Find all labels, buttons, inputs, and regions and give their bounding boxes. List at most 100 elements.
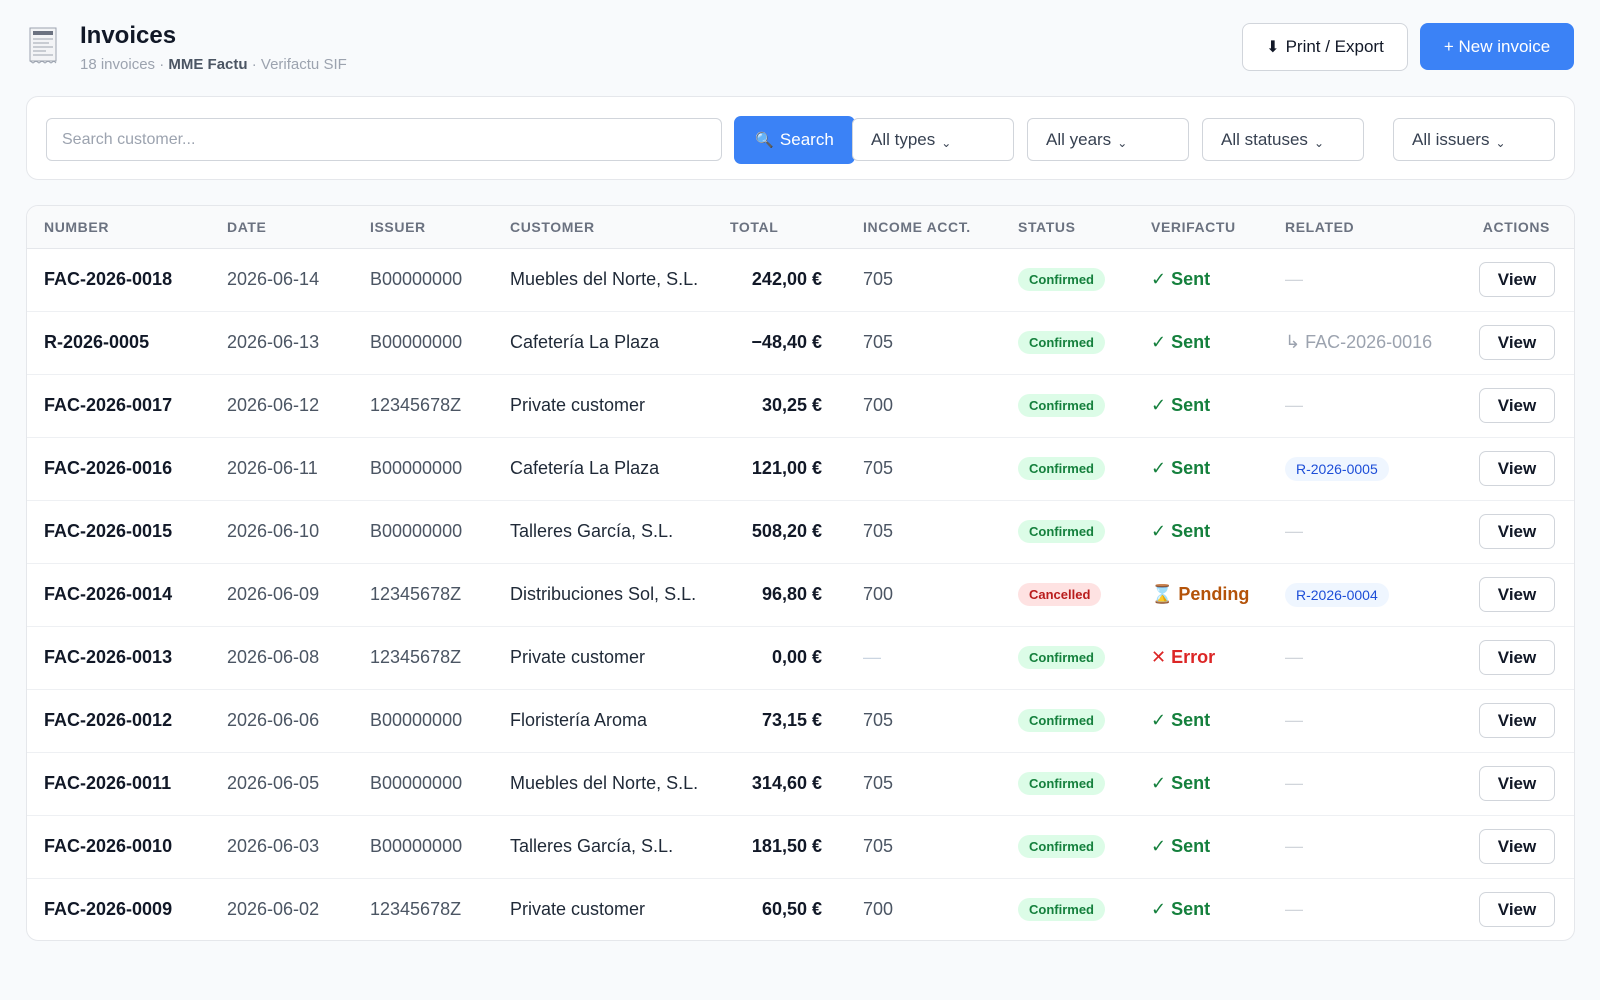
column-header-related[interactable]: RELATED xyxy=(1268,206,1445,249)
column-header-number[interactable]: NUMBER xyxy=(27,206,210,249)
verifactu-cell: ✓ Sent xyxy=(1134,248,1268,312)
verifactu-cell: ✓ Sent xyxy=(1134,815,1268,879)
chevron-down-icon: ⌄ xyxy=(941,135,952,150)
income-account: 700 xyxy=(863,899,894,920)
invoice-number: FAC-2026-0011 xyxy=(27,752,210,816)
invoice-total: 314,60 € xyxy=(724,752,846,816)
table-row[interactable]: FAC-2026-0018 2026-06-14 B00000000 Muebles … xyxy=(27,248,1574,312)
invoice-number: FAC-2026-0013 xyxy=(27,626,210,690)
table-row[interactable]: FAC-2026-0016 2026-06-11 B00000000 Cafeterí… xyxy=(27,437,1574,501)
verifactu-cell: ✓ Sent xyxy=(1134,374,1268,438)
status-badge: Confirmed xyxy=(1018,520,1105,543)
view-invoice-button[interactable]: View xyxy=(1479,451,1555,486)
invoice-total: 181,50 € xyxy=(724,815,846,879)
actions-cell: View xyxy=(1445,626,1574,690)
related-invoice-link[interactable]: ↳ FAC-2026-0016 xyxy=(1285,332,1433,352)
column-header-total[interactable]: TOTAL xyxy=(724,206,846,249)
related-invoice-badge[interactable]: R-2026-0004 xyxy=(1285,582,1389,607)
print-export-button[interactable]: ⬇ Print / Export xyxy=(1242,23,1408,71)
table-row[interactable]: FAC-2026-0015 2026-06-10 B00000000 Talleres… xyxy=(27,500,1574,564)
table-row[interactable]: FAC-2026-0014 2026-06-09 12345678Z Distribu… xyxy=(27,563,1574,627)
invoice-number: FAC-2026-0016 xyxy=(27,437,210,501)
type-filter-select[interactable]: All types ⌄ xyxy=(852,118,1014,161)
view-invoice-button[interactable]: View xyxy=(1479,703,1555,738)
table-row[interactable]: FAC-2026-0010 2026-06-03 B00000000 Talleres… xyxy=(27,815,1574,879)
invoice-date: 2026-06-10 xyxy=(210,500,353,564)
search-customer-input[interactable] xyxy=(46,118,722,161)
invoice-date: 2026-06-09 xyxy=(210,563,353,627)
table-row[interactable]: FAC-2026-0017 2026-06-12 12345678Z Private … xyxy=(27,374,1574,438)
invoice-customer: Private customer xyxy=(493,626,724,690)
year-filter-value: All years xyxy=(1046,129,1112,149)
invoice-number: FAC-2026-0012 xyxy=(27,689,210,753)
status-badge: Confirmed xyxy=(1018,331,1105,354)
view-invoice-button[interactable]: View xyxy=(1479,640,1555,675)
column-header-issuer[interactable]: ISSUER xyxy=(353,206,493,249)
invoice-issuer: 12345678Z xyxy=(353,563,493,627)
table-row[interactable]: FAC-2026-0009 2026-06-02 12345678Z Private … xyxy=(27,878,1574,940)
invoice-number: FAC-2026-0017 xyxy=(27,374,210,438)
magnifier-icon: 🔍 xyxy=(755,132,774,149)
column-header-status[interactable]: STATUS xyxy=(1001,206,1134,249)
actions-cell: View xyxy=(1445,563,1574,627)
status-filter-select[interactable]: All statuses ⌄ xyxy=(1202,118,1364,161)
invoice-total: 60,50 € xyxy=(761,899,822,920)
invoice-customer: Private customer xyxy=(493,374,724,438)
new-invoice-button[interactable]: + New invoice xyxy=(1420,23,1574,70)
invoice-customer: Cafetería La Plaza xyxy=(493,311,724,375)
related-invoice-badge[interactable]: R-2026-0005 xyxy=(1285,456,1389,481)
table-row[interactable]: FAC-2026-0012 2026-06-06 B00000000 Floriste… xyxy=(27,689,1574,753)
invoice-issuer: B00000000 xyxy=(353,752,493,816)
status-badge: Confirmed xyxy=(1018,772,1105,795)
view-invoice-button[interactable]: View xyxy=(1479,892,1555,928)
related-cell: R-2026-0004 xyxy=(1268,563,1445,627)
page-title: Invoices xyxy=(80,22,177,49)
status-badge: Confirmed xyxy=(1018,709,1105,732)
view-invoice-button[interactable]: View xyxy=(1479,325,1555,360)
invoice-total: 508,20 € xyxy=(724,500,846,564)
invoice-date: 2026-06-02 xyxy=(227,899,320,920)
table-row[interactable]: FAC-2026-0013 2026-06-08 12345678Z Private … xyxy=(27,626,1574,690)
column-header-verifactu[interactable]: VERIFACTU xyxy=(1134,206,1268,249)
related-cell: — xyxy=(1268,500,1445,564)
view-invoice-button[interactable]: View xyxy=(1479,388,1555,423)
verifactu-cell: ⌛ Pending xyxy=(1134,563,1268,627)
status-cell: Confirmed xyxy=(1001,815,1134,879)
chevron-down-icon: ⌄ xyxy=(1117,135,1128,150)
column-header-customer[interactable]: CUSTOMER xyxy=(493,206,724,249)
related-empty: — xyxy=(1285,647,1303,667)
verifactu-status: ✓ Sent xyxy=(1151,332,1211,352)
invoice-total: 96,80 € xyxy=(724,563,846,627)
search-button[interactable]: 🔍 Search xyxy=(734,116,855,164)
invoice-date: 2026-06-13 xyxy=(210,311,353,375)
related-cell: — xyxy=(1268,626,1445,690)
receipt-icon xyxy=(29,27,57,64)
table-row[interactable]: FAC-2026-0011 2026-06-05 B00000000 Muebles … xyxy=(27,752,1574,816)
related-empty: — xyxy=(1285,710,1303,730)
view-invoice-button[interactable]: View xyxy=(1479,577,1555,612)
invoice-date: 2026-06-12 xyxy=(210,374,353,438)
status-cell: Confirmed xyxy=(1001,248,1134,312)
status-cell: Confirmed xyxy=(1001,689,1134,753)
invoice-date: 2026-06-05 xyxy=(210,752,353,816)
related-cell: ↳ FAC-2026-0016 xyxy=(1268,311,1445,375)
invoice-customer: Talleres García, S.L. xyxy=(493,500,724,564)
view-invoice-button[interactable]: View xyxy=(1479,766,1555,801)
related-empty: — xyxy=(1285,773,1303,793)
verifactu-status: ⌛ Pending xyxy=(1151,584,1250,604)
status-cell: Confirmed xyxy=(1001,752,1134,816)
related-cell: — xyxy=(1268,374,1445,438)
invoice-issuer: 12345678Z xyxy=(353,374,493,438)
table-row[interactable]: R-2026-0005 2026-06-13 B00000000 Cafetería … xyxy=(27,311,1574,375)
related-empty: — xyxy=(1285,269,1303,289)
related-cell: — xyxy=(1268,689,1445,753)
column-header-date[interactable]: DATE xyxy=(210,206,353,249)
year-filter-select[interactable]: All years ⌄ xyxy=(1027,118,1189,161)
income-account: 705 xyxy=(846,752,1001,816)
column-header-income-account[interactable]: INCOME ACCT. xyxy=(846,206,1001,249)
invoice-customer: Distribuciones Sol, S.L. xyxy=(493,563,724,627)
view-invoice-button[interactable]: View xyxy=(1479,514,1555,549)
view-invoice-button[interactable]: View xyxy=(1479,262,1555,297)
view-invoice-button[interactable]: View xyxy=(1479,829,1555,864)
issuer-filter-select[interactable]: All issuers ⌄ xyxy=(1393,118,1555,161)
